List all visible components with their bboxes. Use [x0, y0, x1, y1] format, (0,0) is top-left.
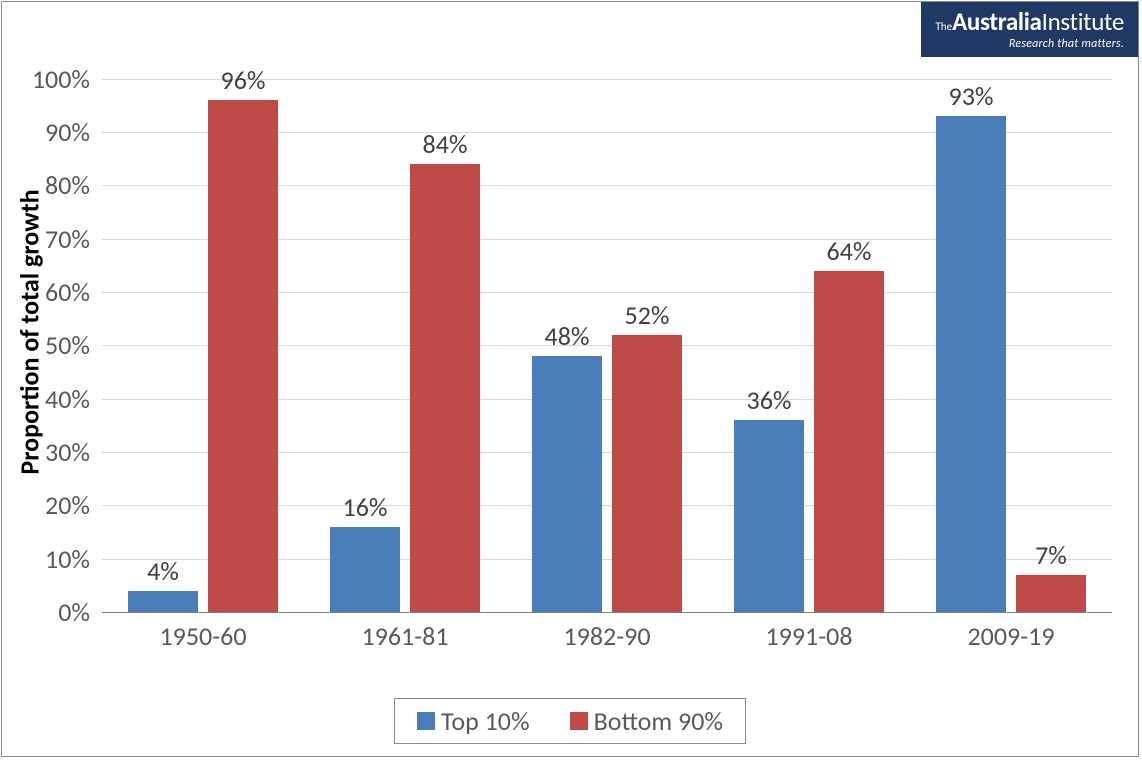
data-label: 93% [949, 80, 994, 112]
bar [410, 164, 480, 612]
y-tick-label: 10% [2, 543, 90, 575]
data-label: 96% [221, 64, 266, 96]
y-tick-label: 100% [2, 63, 90, 95]
x-tick-label: 1982-90 [563, 620, 650, 652]
legend: Top 10% Bottom 90% [394, 698, 746, 744]
bar [734, 420, 804, 612]
legend-item-bottom90: Bottom 90% [570, 705, 723, 737]
data-label: 84% [423, 128, 468, 160]
y-tick-label: 30% [2, 436, 90, 468]
data-label: 7% [1035, 539, 1067, 571]
logo-institute: Institute [1042, 6, 1124, 37]
data-label: 64% [827, 235, 872, 267]
x-tick-label: 1961-81 [361, 620, 448, 652]
y-tick-label: 80% [2, 169, 90, 201]
y-tick-label: 20% [2, 489, 90, 521]
chart-frame: TheAustraliaInstitute Research that matt… [1, 1, 1139, 757]
y-tick-label: 60% [2, 276, 90, 308]
legend-label-bottom90: Bottom 90% [594, 705, 723, 737]
x-tick-label: 1950-60 [159, 620, 246, 652]
y-tick-label: 90% [2, 116, 90, 148]
logo-badge: TheAustraliaInstitute Research that matt… [921, 2, 1138, 57]
data-label: 48% [545, 320, 590, 352]
plot-area: 4% 96% 16% 84% 48% 52% 36% 64% 93% 7% [102, 52, 1112, 612]
data-label: 16% [343, 491, 388, 523]
bar [612, 335, 682, 612]
logo-australia: Australia [952, 6, 1042, 37]
logo-the: The [935, 20, 952, 33]
y-tick-label: 0% [2, 596, 90, 628]
x-tick-label: 2009-19 [967, 620, 1054, 652]
legend-swatch-bottom90 [570, 712, 588, 730]
y-tick-label: 40% [2, 383, 90, 415]
bar [1016, 575, 1086, 612]
data-label: 36% [747, 384, 792, 416]
bar [936, 116, 1006, 612]
logo-tagline: Research that matters. [935, 38, 1124, 51]
legend-swatch-top10 [417, 712, 435, 730]
bar [208, 100, 278, 612]
data-label: 4% [147, 555, 179, 587]
bar [128, 591, 198, 612]
legend-item-top10: Top 10% [417, 705, 530, 737]
x-axis-baseline [102, 612, 1112, 613]
data-label: 52% [625, 299, 670, 331]
y-tick-label: 50% [2, 329, 90, 361]
y-tick-label: 70% [2, 223, 90, 255]
legend-label-top10: Top 10% [441, 705, 530, 737]
x-tick-label: 1991-08 [765, 620, 852, 652]
bar [532, 356, 602, 612]
bar [814, 271, 884, 612]
bar [330, 527, 400, 612]
